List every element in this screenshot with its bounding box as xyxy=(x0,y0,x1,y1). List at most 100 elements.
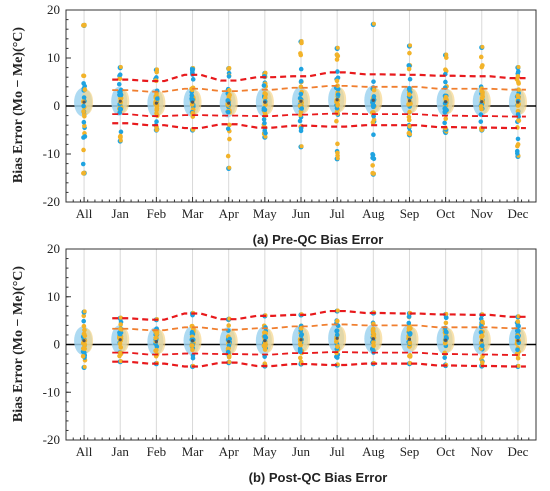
data-point xyxy=(335,92,341,97)
data-point xyxy=(371,340,376,345)
panel-caption: (b) Post-QC Bias Error xyxy=(249,470,388,485)
data-point xyxy=(262,95,268,101)
x-tick-label: Oct xyxy=(436,206,455,221)
data-point xyxy=(515,347,520,353)
median-marker xyxy=(407,337,412,341)
data-point xyxy=(444,55,449,60)
data-point xyxy=(82,23,87,28)
data-point xyxy=(516,324,521,329)
y-tick-label: -10 xyxy=(43,146,60,161)
median-marker xyxy=(480,338,484,342)
x-tick-label: Feb xyxy=(147,444,167,459)
data-point xyxy=(190,343,195,348)
x-tick-label: Dec xyxy=(507,206,528,221)
data-point xyxy=(443,67,448,72)
median-marker xyxy=(118,338,122,342)
data-point xyxy=(118,326,123,332)
median-marker xyxy=(190,339,195,343)
data-point xyxy=(444,52,449,57)
median-marker xyxy=(190,100,195,104)
data-point xyxy=(407,332,413,337)
percentile-band-p75 xyxy=(112,84,526,93)
data-point xyxy=(406,326,412,331)
data-point xyxy=(118,315,123,320)
median-marker xyxy=(82,100,86,104)
data-point xyxy=(116,81,122,87)
data-point xyxy=(263,91,268,97)
median-marker xyxy=(480,100,484,104)
x-tick-label: Mar xyxy=(182,444,204,459)
data-point xyxy=(516,81,521,86)
data-point xyxy=(407,353,412,359)
data-point xyxy=(370,120,376,125)
data-point xyxy=(515,355,521,361)
data-point xyxy=(514,334,520,340)
data-point xyxy=(478,54,484,60)
data-point xyxy=(407,109,412,115)
data-point xyxy=(298,52,304,58)
median-marker xyxy=(118,99,122,103)
data-point xyxy=(117,76,123,81)
median-marker xyxy=(299,338,303,342)
data-point xyxy=(371,343,376,349)
data-point xyxy=(478,104,484,109)
data-point xyxy=(334,354,339,360)
median-marker xyxy=(227,340,231,344)
data-point xyxy=(81,147,86,153)
panel-post-qc: Bias Error (Mo − Me)(°C) (b) Post-QC Bia… xyxy=(11,241,537,485)
data-point xyxy=(81,73,86,79)
median-marker xyxy=(335,336,339,340)
data-point xyxy=(514,328,520,334)
median-marker xyxy=(444,100,448,104)
percentile-band-p25 xyxy=(112,351,526,356)
y-tick-label: -20 xyxy=(43,194,60,209)
median-marker xyxy=(371,337,375,341)
y-axis-label: Bias Error (Mo − Me)(°C) xyxy=(11,266,26,422)
data-point xyxy=(443,94,449,100)
data-point xyxy=(442,109,448,114)
data-point xyxy=(82,350,87,355)
data-point xyxy=(262,354,267,359)
data-point xyxy=(190,67,196,72)
data-point xyxy=(154,344,160,349)
data-point xyxy=(515,73,521,79)
median-marker xyxy=(263,339,267,343)
y-axis-label: Bias Error (Mo − Me)(°C) xyxy=(11,27,26,183)
data-point xyxy=(190,347,195,353)
data-point xyxy=(443,334,449,340)
median-marker xyxy=(263,100,267,104)
data-point xyxy=(82,83,88,89)
panel-pre-qc: Bias Error (Mo − Me)(°C) (a) Pre-QC Bias… xyxy=(11,2,537,247)
data-point xyxy=(81,323,87,329)
data-point xyxy=(297,118,303,124)
data-point xyxy=(478,119,484,124)
data-point xyxy=(371,21,376,26)
data-point xyxy=(298,91,304,97)
data-point xyxy=(299,144,304,149)
x-tick-label: Apr xyxy=(219,206,240,221)
y-tick-label: -20 xyxy=(43,432,60,447)
data-point xyxy=(334,328,340,334)
data-point xyxy=(117,350,123,356)
data-point xyxy=(297,347,303,353)
percentile-band-p95 xyxy=(112,309,526,321)
percentile-band-p5 xyxy=(112,122,526,130)
panel-caption: (a) Pre-QC Bias Error xyxy=(253,232,384,247)
data-point xyxy=(227,165,232,170)
data-point xyxy=(407,86,412,92)
data-point xyxy=(406,66,412,72)
data-point xyxy=(408,361,413,365)
median-marker xyxy=(335,98,339,102)
data-point xyxy=(117,331,123,337)
data-point xyxy=(82,87,88,92)
data-point xyxy=(335,308,340,313)
percentile-band-p25 xyxy=(112,112,526,118)
median-marker xyxy=(516,100,520,104)
data-point xyxy=(82,113,87,119)
y-tick-label: 0 xyxy=(54,98,61,113)
data-point xyxy=(262,334,268,339)
x-tick-label: Oct xyxy=(436,444,455,459)
data-point xyxy=(334,332,340,338)
percentile-band-p5 xyxy=(112,360,526,368)
